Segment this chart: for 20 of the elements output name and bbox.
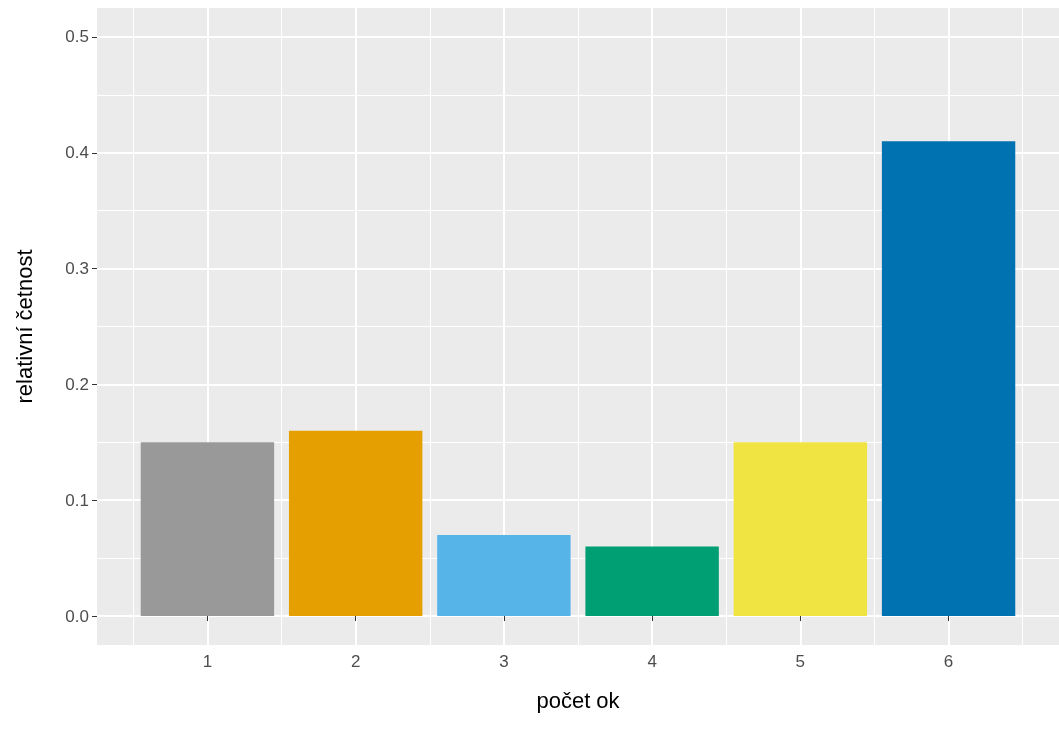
x-axis-title: počet ok	[536, 687, 621, 713]
y-tick-label: 0.2	[65, 374, 89, 394]
x-tick-label: 6	[943, 652, 954, 671]
bar	[585, 546, 719, 617]
bar	[140, 442, 275, 617]
x-tick-label: 3	[499, 652, 509, 671]
y-tick-label: 0.3	[65, 259, 89, 279]
x-tick-label: 5	[795, 652, 806, 671]
y-axis-title: relativní četnost	[11, 249, 37, 404]
y-tick-label: 0.0	[65, 606, 89, 626]
y-tick-label: 0.4	[65, 143, 89, 163]
bar	[288, 430, 423, 617]
bar	[733, 442, 868, 617]
x-tick-label: 2	[350, 652, 361, 671]
y-tick-label: 0.1	[65, 490, 89, 510]
bar	[437, 534, 571, 617]
y-tick-label: 0.5	[65, 27, 89, 47]
x-tick-label: 1	[202, 652, 213, 671]
x-tick-label: 4	[647, 652, 657, 671]
bar	[881, 141, 1016, 617]
